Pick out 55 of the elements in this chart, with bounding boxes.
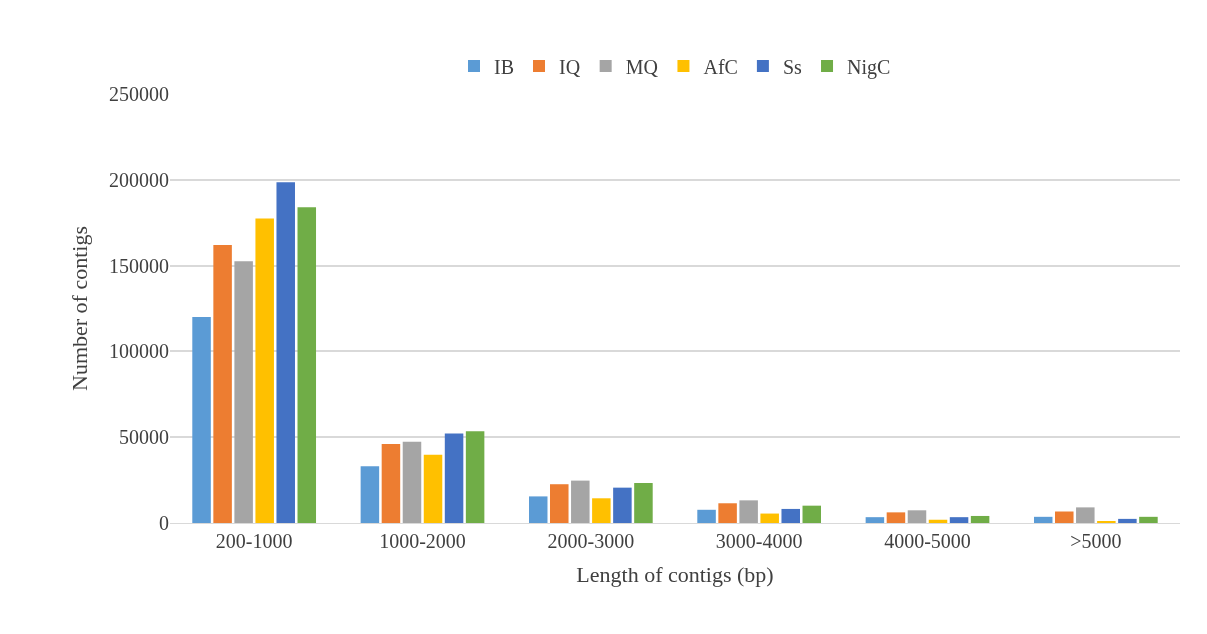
legend-label: IQ (559, 55, 581, 78)
bar (802, 505, 822, 523)
legend-label: NigC (847, 55, 891, 79)
legend-label: IB (494, 55, 514, 78)
bar (1118, 518, 1137, 523)
y-tick-label: 50000 (119, 426, 169, 449)
bar (760, 513, 779, 523)
y-tick-label: 250000 (109, 83, 169, 105)
bar (528, 496, 548, 523)
bar (907, 510, 927, 523)
bar (1055, 511, 1074, 523)
x-tick-label: 2000-3000 (547, 530, 635, 552)
bar (234, 261, 253, 523)
y-tick-label: 100000 (109, 340, 169, 363)
bar (444, 433, 464, 523)
bar (381, 444, 401, 523)
bar (865, 517, 885, 523)
y-tick-label: 200000 (109, 168, 169, 191)
x-tick-label: >5000 (1070, 530, 1122, 552)
bar (255, 218, 274, 523)
bar (276, 182, 295, 523)
legend-label: AfC (703, 55, 738, 78)
bar (550, 484, 569, 523)
bar (192, 317, 211, 523)
bar (697, 509, 716, 523)
bar (465, 431, 485, 523)
bar (781, 508, 800, 523)
y-tick-label: 0 (159, 512, 169, 534)
x-tick-label: 3000-4000 (715, 530, 803, 552)
bar (718, 503, 737, 523)
bar (634, 483, 653, 523)
bar (886, 512, 906, 523)
bar (402, 441, 422, 523)
bar (739, 500, 758, 523)
x-tick-label: 200-1000 (215, 530, 293, 552)
legend-label: Ss (782, 55, 803, 78)
bar (928, 519, 948, 523)
bar (360, 466, 380, 523)
bar (949, 517, 969, 523)
bar (970, 515, 990, 523)
bar (592, 498, 611, 523)
bar (1076, 507, 1095, 523)
y-axis-title: Number of contigs (66, 226, 92, 391)
bar (613, 487, 632, 523)
x-tick-label: 1000-2000 (379, 530, 466, 552)
x-tick-label: 4000-5000 (884, 530, 971, 552)
bar (1139, 516, 1158, 523)
y-tick-label: 150000 (109, 254, 169, 277)
bar (423, 454, 443, 523)
bar (213, 245, 232, 523)
bar (297, 207, 317, 523)
bar (571, 480, 590, 523)
bar (1033, 516, 1053, 523)
x-axis-title: Length of contigs (bp) (576, 561, 774, 587)
legend-label: MQ (625, 55, 659, 78)
